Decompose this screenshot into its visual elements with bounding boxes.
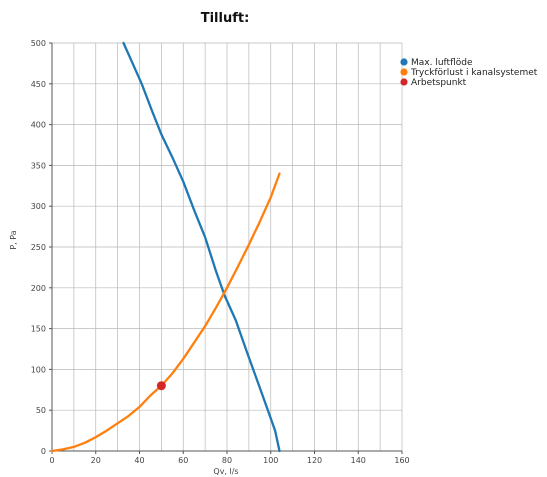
x-tick-label: 140 <box>351 456 366 465</box>
x-tick-label: 80 <box>222 456 232 465</box>
legend-marker <box>400 58 408 66</box>
x-tick-label: 160 <box>394 456 409 465</box>
legend-entry: Arbetspunkt <box>411 78 467 88</box>
x-tick-label: 20 <box>91 456 101 465</box>
x-tick-label: 0 <box>49 456 54 465</box>
y-tick-label: 150 <box>31 325 46 334</box>
grid <box>52 42 403 451</box>
y-tick-label: 200 <box>31 284 46 293</box>
legend-entry: Tryckförlust i kanalsystemet <box>410 68 538 78</box>
series <box>50 41 281 453</box>
chart-title: Tilluft: <box>201 11 250 26</box>
series-line-0 <box>122 41 281 453</box>
y-tick-label: 50 <box>36 406 46 415</box>
x-axis-label: Qv, l/s <box>213 467 238 476</box>
y-tick-label: 450 <box>31 80 46 89</box>
series-point-arbetspunkt <box>156 381 166 391</box>
y-tick-label: 350 <box>31 161 46 170</box>
x-tick-label: 60 <box>178 456 188 465</box>
legend-marker <box>400 68 408 76</box>
tick-labels: 0 20 40 60 80 100 120 140 160 0 50 100 150 200 250 300 3… <box>31 39 410 465</box>
y-tick-label: 400 <box>31 121 46 130</box>
legend-entry: Max. luftflöde <box>411 58 473 68</box>
legend-marker <box>400 78 408 86</box>
y-tick-label: 500 <box>31 39 46 48</box>
y-tick-label: 100 <box>31 365 46 374</box>
x-tick-label: 100 <box>263 456 278 465</box>
x-tick-label: 120 <box>307 456 322 465</box>
y-tick-label: 250 <box>31 243 46 252</box>
y-tick-label: 0 <box>41 447 46 456</box>
y-tick-label: 300 <box>31 202 46 211</box>
y-axis-label: P, Pa <box>9 230 18 249</box>
x-tick-label: 40 <box>134 456 144 465</box>
series-line-1 <box>50 172 281 453</box>
